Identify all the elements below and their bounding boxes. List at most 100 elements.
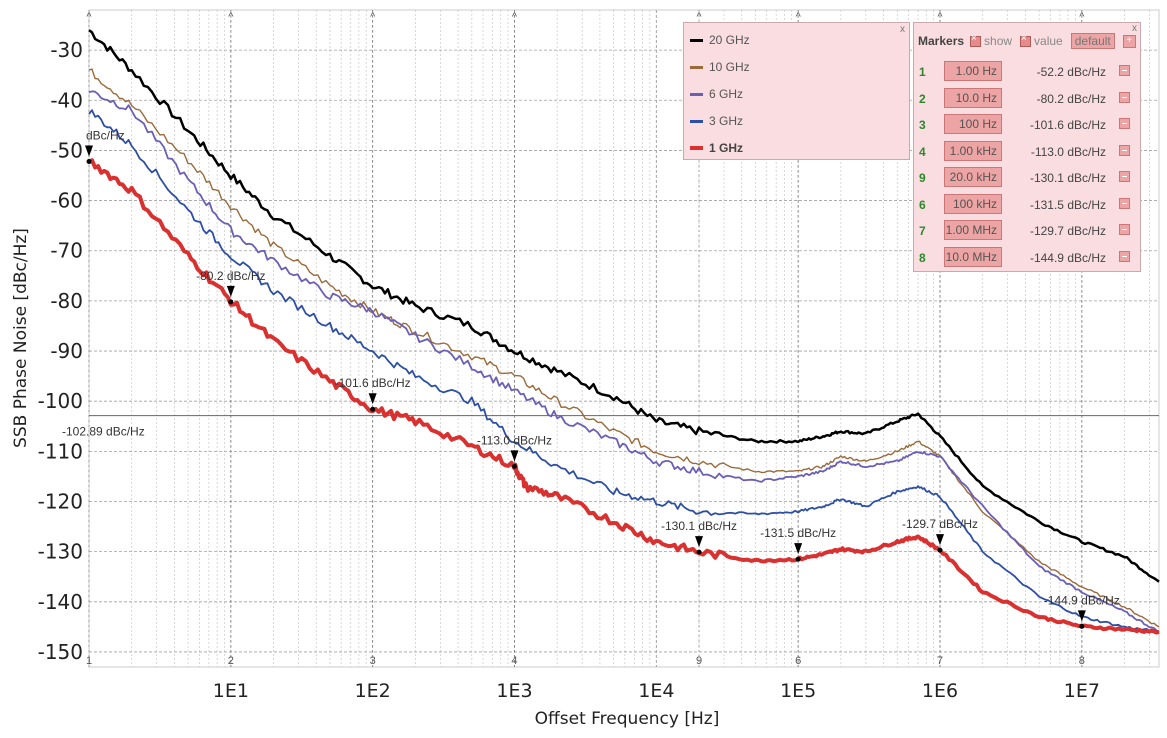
marker-row: 1 1.00 Hz -52.2 dBc/Hz (914, 59, 1140, 85)
show-label: show (984, 34, 1013, 48)
marker-row-value: -131.5 dBc/Hz (1029, 197, 1106, 212)
marker-frequency-input[interactable]: 10.0 Hz (944, 87, 1002, 108)
x-axis-title: Offset Frequency [Hz] (535, 709, 720, 729)
marker-top-caret: ^ (1079, 11, 1085, 23)
marker-value-label: -144.9 dBc/Hz (1044, 593, 1120, 607)
value-label: value (1034, 34, 1063, 48)
legend-swatch (690, 92, 703, 96)
marker-index-label: 3 (370, 655, 376, 667)
legend-swatch (690, 146, 703, 150)
series-line-1-ghz (87, 158, 1160, 635)
y-tick-label: -130 (38, 540, 83, 564)
y-tick-label: -50 (50, 138, 83, 162)
x-tick-label: 1E3 (496, 680, 532, 702)
legend-item[interactable]: 20 GHz (690, 30, 750, 50)
marker-row: 8 10.0 MHz -144.9 dBc/Hz (914, 245, 1140, 271)
marker-row: 4 1.00 kHz -113.0 dBc/Hz (914, 139, 1140, 165)
marker-top-caret: ^ (796, 11, 802, 23)
marker-row: 3 100 Hz -101.6 dBc/Hz (914, 112, 1140, 138)
marker-triangle-icon[interactable] (226, 285, 235, 297)
legend-item[interactable]: 10 GHz (690, 57, 750, 77)
remove-marker-icon[interactable] (1119, 144, 1130, 156)
marker-row: 6 100 kHz -131.5 dBc/Hz (914, 192, 1140, 218)
marker-top-caret: ^ (370, 11, 376, 23)
remove-marker-icon[interactable] (1119, 197, 1130, 209)
marker-value-label: -130.1 dBc/Hz (661, 519, 737, 533)
y-tick-label: -150 (38, 640, 83, 664)
x-tick-label: 1E6 (922, 680, 958, 702)
marker-triangle-icon[interactable] (695, 536, 704, 548)
marker-value-label: -80.2 dBc/Hz (196, 269, 265, 283)
x-tick-label: 1E4 (638, 680, 674, 702)
marker-index-label: 2 (228, 655, 234, 667)
y-tick-label: -40 (50, 88, 83, 112)
marker-triangle-icon[interactable] (85, 145, 93, 157)
legend-close-icon[interactable]: x (900, 24, 905, 35)
marker-triangle-icon[interactable] (935, 534, 944, 546)
marker-frequency-input[interactable]: 100 Hz (944, 114, 1002, 134)
marker-triangle-icon[interactable] (794, 543, 803, 555)
marker-frequency-input[interactable]: 1.00 Hz (944, 61, 1002, 81)
x-tick-label: 1E2 (355, 680, 391, 702)
series-line-3-ghz (88, 109, 1160, 633)
marker-row-value: -130.1 dBc/Hz (1029, 171, 1106, 185)
marker-frequency-input[interactable]: 10.0 MHz (944, 246, 1002, 267)
marker-row-index: 3 (919, 118, 926, 132)
legend-swatch (690, 119, 703, 123)
remove-marker-icon[interactable] (1119, 65, 1130, 76)
value-checkbox-icon[interactable] (1020, 33, 1032, 47)
marker-row: 2 10.0 Hz -80.2 dBc/Hz (914, 86, 1140, 112)
remove-marker-icon[interactable] (1119, 91, 1130, 103)
x-tick-label: 1E7 (1064, 680, 1100, 702)
remove-marker-icon[interactable] (1119, 224, 1130, 235)
marker-row-index: 4 (919, 144, 926, 159)
marker-index-label: 8 (1079, 655, 1085, 667)
y-tick-label: -140 (38, 590, 83, 614)
x-axis-ticks: 1E1 1E2 1E3 1E4 1E5 1E6 1E7 (213, 680, 1100, 702)
marker-row-index: 9 (919, 171, 926, 185)
marker-row-value: -129.7 dBc/Hz (1029, 224, 1106, 238)
marker-triangle-icon[interactable] (1077, 610, 1086, 622)
marker-frequency-input[interactable]: 100 kHz (944, 193, 1002, 214)
y-axis-ticks: -30 -40 -50 -60 -70 -80 -90 -100 -110 -120 -130 -14… (38, 38, 83, 664)
marker-value-label: -131.5 dBc/Hz (760, 526, 836, 540)
marker-frequency-input[interactable]: 1.00 MHz (944, 220, 1002, 240)
legend-label: 10 GHz (709, 60, 750, 74)
markers-panel[interactable]: x Markers show value default + 1 1.00 Hz -… (913, 22, 1141, 272)
marker-index-label: 4 (511, 655, 517, 667)
marker-point (228, 299, 234, 305)
markers-title: Markers (918, 34, 965, 48)
legend-label: 1 GHz (709, 141, 744, 155)
legend[interactable]: x 20 GHz 10 GHz 6 GHz 3 GHz 1 GHz (683, 22, 910, 160)
marker-guides: ^ 1 ^ 2 ^ 3 ^ 4 ^ 9 ^ 6 ^ 7 ^ 8 (86, 10, 1085, 667)
legend-item[interactable]: 1 GHz (690, 138, 743, 158)
remove-marker-icon[interactable] (1119, 118, 1130, 129)
markers-close-icon[interactable]: x (1132, 23, 1137, 34)
marker-triangle-icon[interactable] (510, 450, 519, 462)
marker-point (511, 463, 517, 469)
marker-frequency-input[interactable]: 20.0 kHz (944, 167, 1002, 187)
legend-item[interactable]: 3 GHz (690, 111, 743, 131)
marker-row-value: -52.2 dBc/Hz (1036, 65, 1106, 79)
markers-header: Markers show value default + (918, 31, 1136, 51)
marker-index-label: 6 (795, 655, 801, 667)
show-checkbox-icon[interactable] (970, 33, 982, 47)
marker-top-caret: ^ (228, 11, 234, 23)
marker-point (370, 406, 376, 412)
remove-marker-icon[interactable] (1119, 171, 1130, 182)
series-line-20-ghz (88, 29, 1160, 583)
marker-index-label: 1 (86, 655, 92, 667)
legend-item[interactable]: 6 GHz (690, 84, 743, 104)
marker-triangle-icon[interactable] (368, 393, 377, 405)
marker-point (795, 556, 801, 562)
add-marker-icon[interactable]: + (1122, 34, 1136, 48)
marker-point (937, 547, 943, 553)
marker-row-index: 8 (919, 250, 926, 265)
marker-row: 7 1.00 MHz -129.7 dBc/Hz (914, 218, 1140, 244)
y-tick-label: -90 (50, 339, 83, 363)
marker-top-caret: ^ (696, 11, 702, 23)
marker-frequency-input[interactable]: 1.00 kHz (944, 140, 1002, 161)
legend-swatch (690, 38, 703, 42)
default-button[interactable]: default (1070, 33, 1115, 49)
remove-marker-icon[interactable] (1119, 250, 1130, 262)
